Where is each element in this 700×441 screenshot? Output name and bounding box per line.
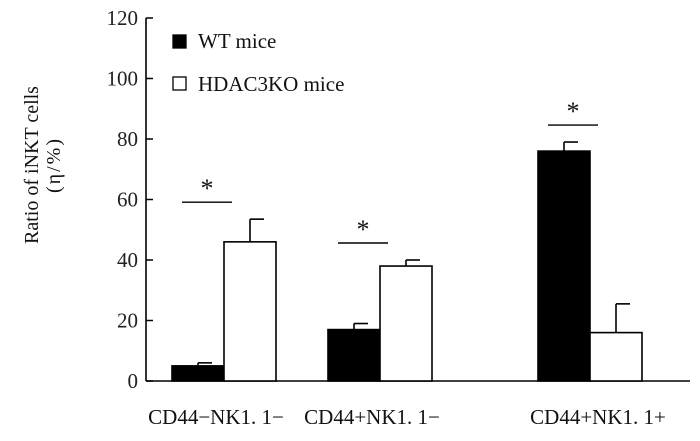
y-tick-label: 60 [117,188,138,212]
bar [327,328,381,382]
significance-marker: * [201,174,214,203]
y-axis-label-line2: (η/%) [43,137,65,193]
y-tick-label: 80 [117,127,138,151]
bar [379,265,433,382]
significance-marker: * [567,97,580,126]
bars: * CD44−NK1. 1− * CD44+NK1. 1− * CD44+NK1. 1+ [148,97,666,429]
bar [589,331,643,382]
bar [537,150,591,382]
bar [223,241,277,382]
legend-label-ko: HDAC3KO mice [198,72,344,96]
legend-swatch-ko [172,76,187,91]
legend-swatch-wt [172,34,187,49]
y-tick-label: 40 [117,248,138,272]
y-tick-label: 120 [107,6,139,30]
x-tick-label: CD44+NK1. 1+ [530,405,666,429]
x-tick-label: CD44−NK1. 1− [148,405,284,429]
significance-marker: * [357,215,370,244]
x-tick-label: CD44+NK1. 1− [304,405,440,429]
bar [171,365,225,382]
legend: WT mice HDAC3KO mice [172,29,344,96]
y-tick-label: 0 [128,369,139,393]
y-tick-label: 100 [107,67,139,91]
y-axis-label-line1: Ratio of iNKT cells [21,86,43,244]
legend-label-wt: WT mice [198,29,276,53]
y-tick-label: 20 [117,309,138,333]
